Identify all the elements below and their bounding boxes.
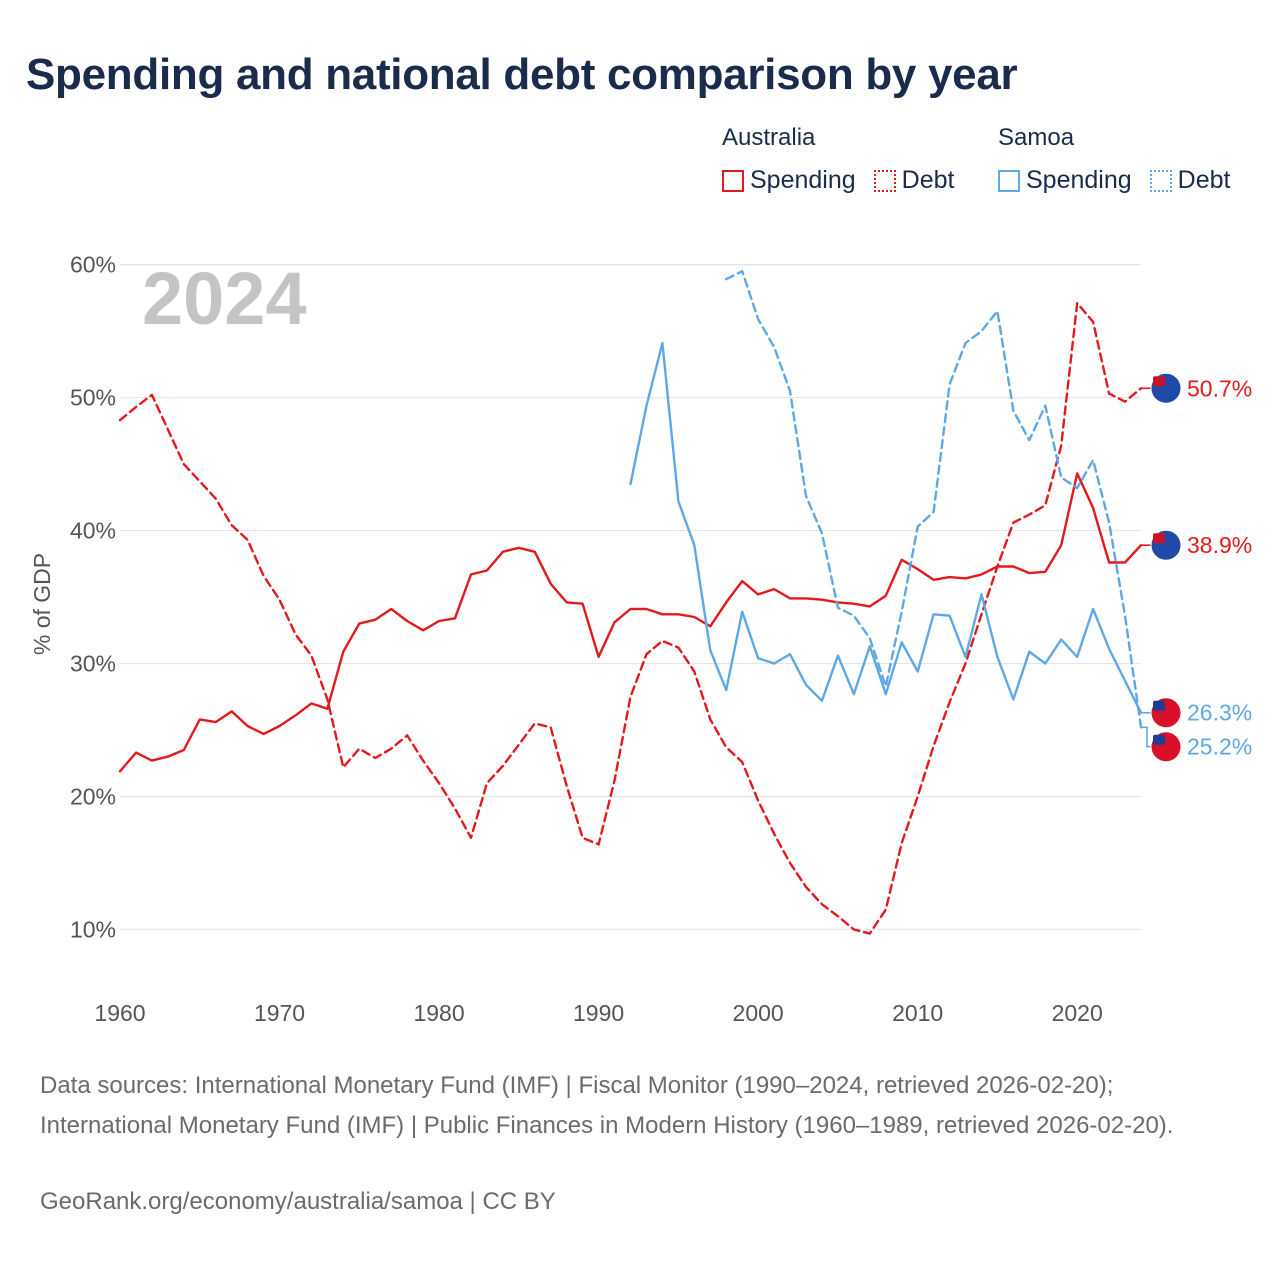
legend-australia: Australia Spending Debt [722,124,972,195]
series-lines [118,270,1143,935]
legend-country-label: Samoa [998,124,1075,151]
legend-solid-swatch [722,169,744,192]
australia-debt-line [118,302,1143,935]
samoa-spending-line [629,341,1143,714]
legend-country-label: Australia [722,124,816,151]
y-tick-label: 60% [70,252,116,278]
flag-canton [1153,700,1165,711]
end-value-label: 25.2% [1187,734,1252,760]
flag-canton [1153,376,1165,387]
year-watermark: 2024 [142,257,307,340]
legend-samoa: Samoa Spending Debt [998,124,1248,195]
data-sources: Data sources: International Monetary Fun… [40,1072,1174,1139]
chart-title: Spending and national debt comparison by… [26,50,1018,99]
legend-dotted-swatch [1149,169,1172,192]
flag-canton [1153,734,1165,745]
y-tick-label: 30% [70,651,116,677]
y-tick-label: 40% [70,518,116,544]
x-axis-ticks: 1960 1970 1980 1990 2000 2010 2020 [94,1000,1102,1026]
legend-australia-spending[interactable]: Spending [722,166,856,195]
legend-item-label: Debt [901,166,955,194]
source-link[interactable]: GeoRank.org/economy/australia/samoa | CC… [40,1188,556,1215]
y-tick-label: 50% [70,385,116,411]
x-tick-label: 1980 [413,1000,464,1026]
x-tick-label: 2020 [1052,1000,1103,1026]
y-axis-ticks: 10% 20% 30% 40% 50% 60% [70,252,116,943]
flag-canton [1153,533,1165,544]
end-value-label: 26.3% [1187,700,1252,726]
legend-item-label: Spending [1026,166,1132,194]
x-tick-label: 1970 [254,1000,305,1026]
end-connector [1141,726,1152,748]
australia-spending-line [118,472,1143,773]
legend-dotted-swatch [873,169,896,192]
x-tick-label: 1960 [94,1000,145,1026]
y-tick-label: 20% [70,784,116,810]
samoa-debt-line [725,270,1143,729]
legend-samoa-debt[interactable]: Debt [1149,166,1231,195]
line-chart: 10% 20% 30% 40% 50% 60% 1960 1970 1980 1990 2000 2… [29,252,1252,1026]
end-labels: 50.7% 38.9% 26.3% 25.2% [1141,372,1252,763]
end-value-label: 50.7% [1187,375,1252,401]
x-tick-label: 1990 [573,1000,624,1026]
legend-australia-debt[interactable]: Debt [873,166,955,195]
legend-solid-swatch [998,169,1020,192]
gridlines [120,263,1141,931]
x-tick-label: 2000 [733,1000,784,1026]
x-tick-label: 2010 [892,1000,943,1026]
legend-item-label: Debt [1177,166,1231,194]
legend-item-label: Spending [750,166,856,194]
y-tick-label: 10% [70,917,116,943]
end-value-label: 38.9% [1187,532,1252,558]
y-axis-label: % of GDP [29,553,55,655]
legend-samoa-spending[interactable]: Spending [998,166,1132,195]
